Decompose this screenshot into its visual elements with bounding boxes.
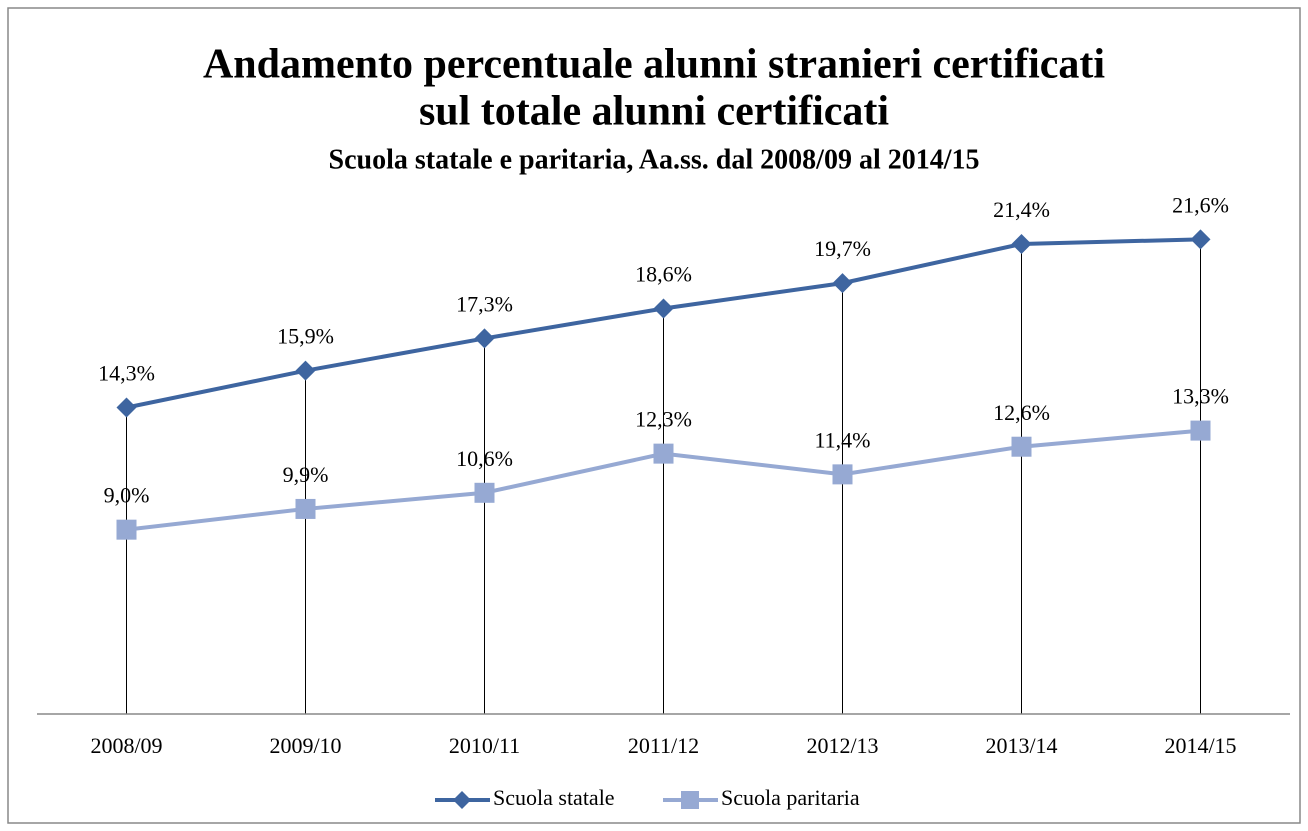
chart-subtitle: Scuola statale e paritaria, Aa.ss. dal 2… [329, 144, 980, 175]
chart-title: sul totale alunni certificati [419, 89, 889, 135]
data-label: 11,4% [814, 427, 870, 452]
data-label: 18,6% [635, 262, 692, 287]
x-tick-label: 2009/10 [269, 733, 341, 758]
data-label: 17,3% [456, 291, 513, 316]
legend-marker [681, 791, 699, 809]
legend-label: Scuola paritaria [721, 785, 860, 810]
data-label: 9,9% [283, 462, 329, 487]
x-tick-label: 2013/14 [985, 733, 1057, 758]
data-label: 12,6% [993, 400, 1050, 425]
x-tick-label: 2011/12 [628, 733, 699, 758]
point [1190, 420, 1211, 441]
data-label: 19,7% [814, 236, 871, 261]
data-label: 13,3% [1172, 384, 1229, 409]
x-tick-label: 2014/15 [1164, 733, 1236, 758]
data-label: 10,6% [456, 446, 513, 471]
point [653, 298, 674, 319]
chart-border [7, 7, 1301, 824]
data-label: 21,6% [1172, 192, 1229, 217]
point [653, 443, 674, 464]
data-label: 14,3% [98, 361, 155, 386]
point [832, 464, 853, 485]
point [1011, 233, 1032, 254]
data-label: 9,0% [104, 483, 150, 508]
legend-label: Scuola statale [493, 785, 615, 810]
point [295, 360, 316, 381]
legend-marker [453, 791, 471, 809]
chart-title: Andamento percentuale alunni stranieri c… [203, 42, 1105, 88]
data-label: 21,4% [993, 197, 1050, 222]
point [474, 482, 495, 503]
data-label: 12,3% [635, 407, 692, 432]
x-tick-label: 2012/13 [806, 733, 878, 758]
point [295, 498, 316, 519]
point [116, 397, 137, 418]
point [116, 519, 137, 540]
x-tick-label: 2008/09 [90, 733, 162, 758]
point [832, 273, 853, 294]
point [1190, 229, 1211, 250]
point [1011, 436, 1032, 457]
point [474, 328, 495, 349]
data-label: 15,9% [277, 324, 334, 349]
x-tick-label: 2010/11 [449, 733, 520, 758]
